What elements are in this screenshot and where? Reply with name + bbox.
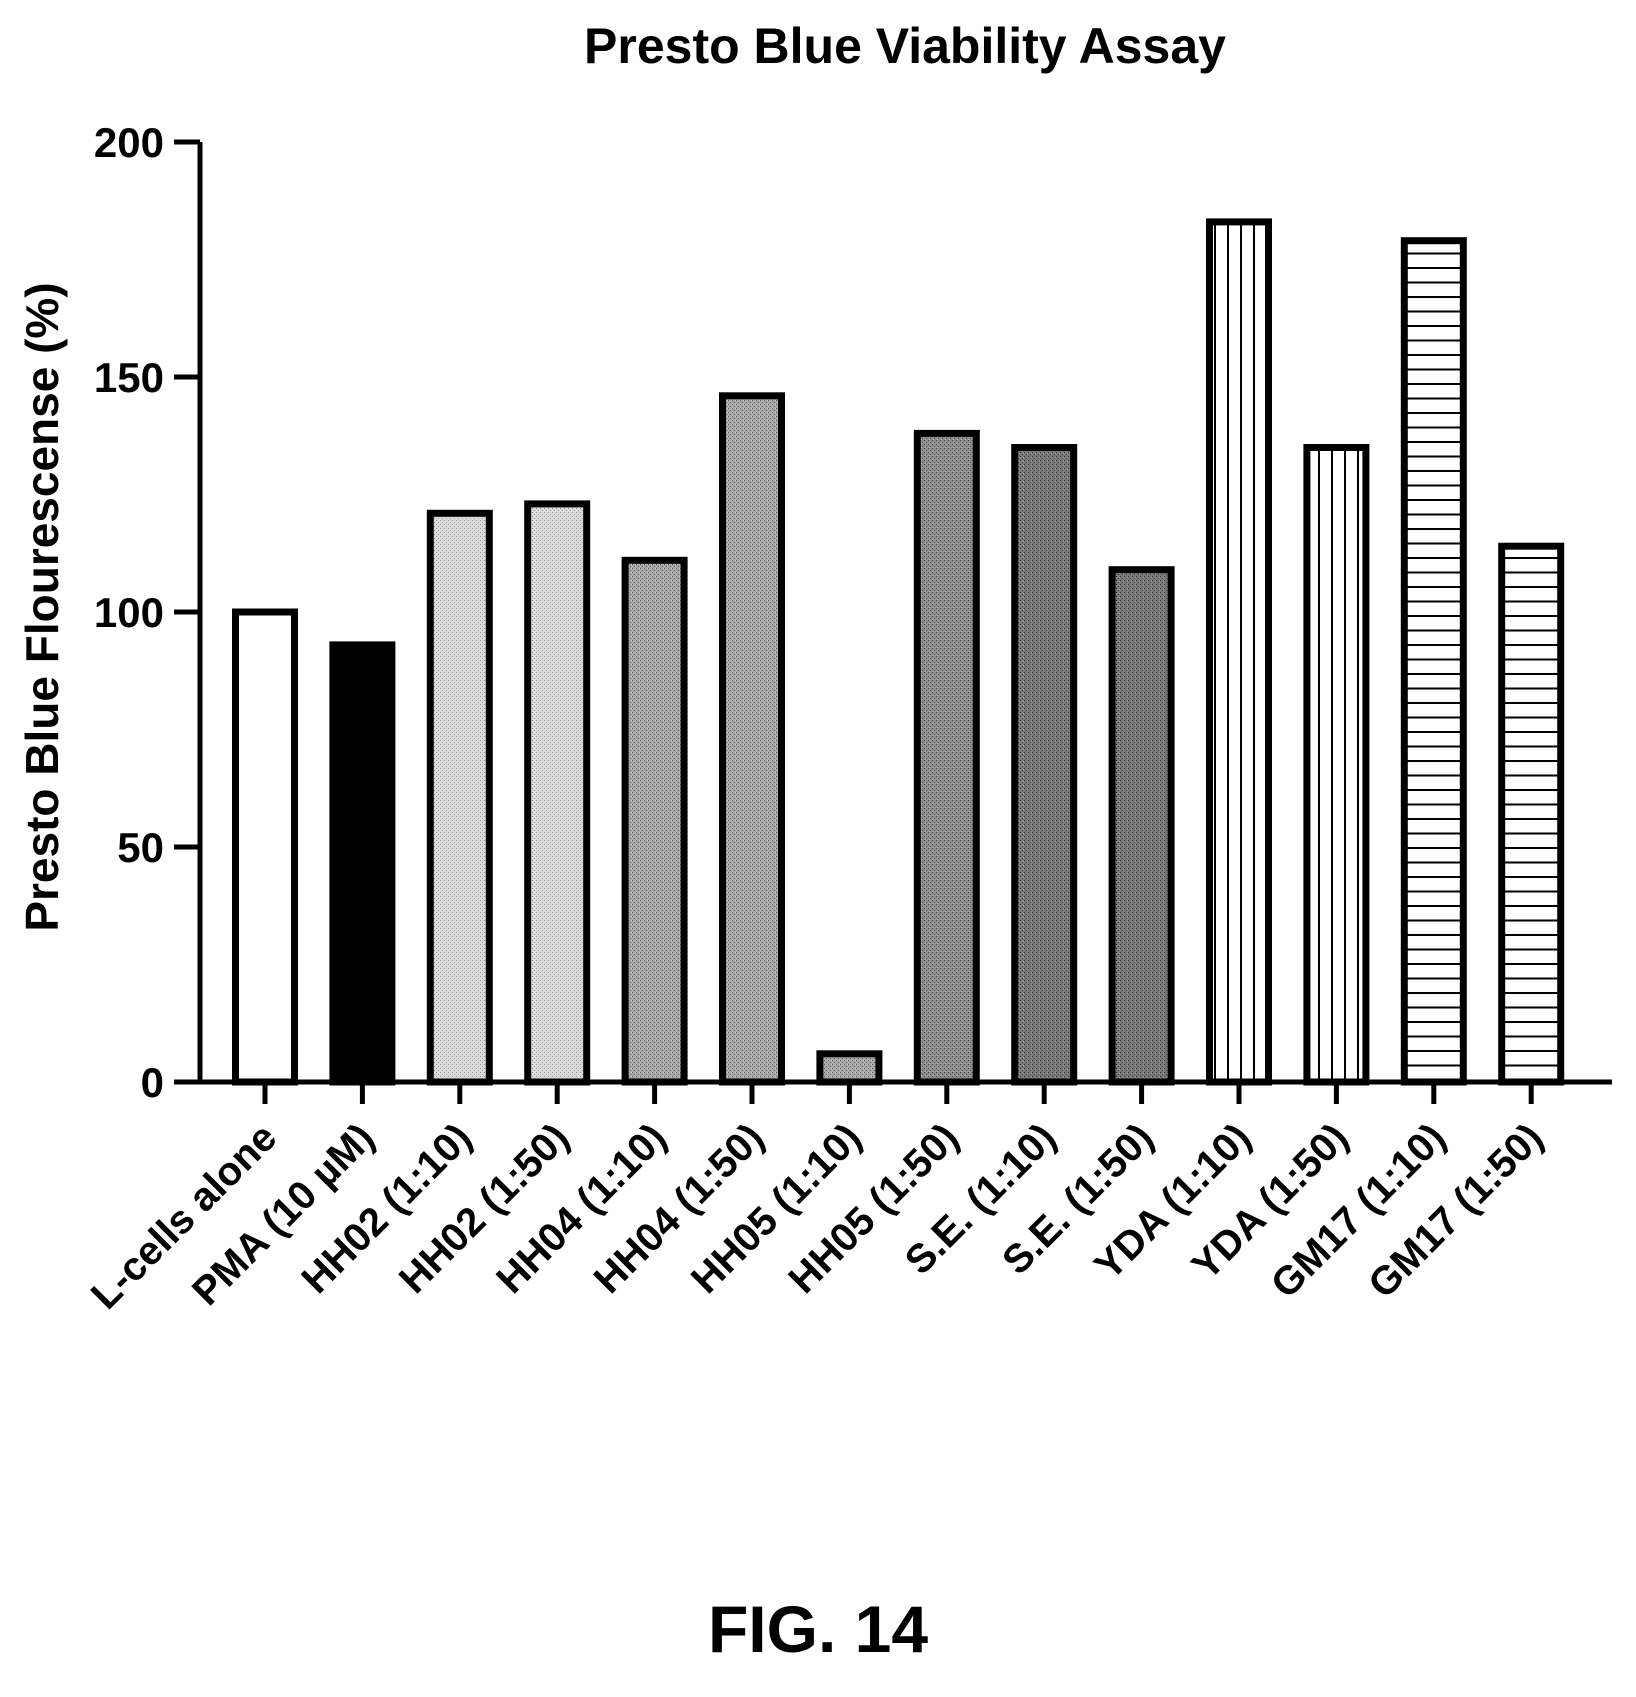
bars-group: [232, 218, 1565, 1086]
bar: [1498, 542, 1565, 1086]
y-tick-label: 200: [94, 119, 164, 166]
bar: [913, 429, 980, 1086]
y-tick-label: 100: [94, 589, 164, 636]
y-axis-label: Presto Blue Flourescense (%): [16, 282, 68, 931]
y-tick-label: 50: [117, 824, 164, 871]
y-tick-label: 150: [94, 354, 164, 401]
bar: [1011, 444, 1078, 1086]
bar: [524, 500, 591, 1086]
chart-title: Presto Blue Viability Assay: [584, 18, 1226, 74]
bar: [1206, 218, 1272, 1086]
y-tick-label: 0: [141, 1059, 164, 1106]
y-axis: 0 50 100 150 200: [94, 119, 203, 1106]
bar: [1303, 444, 1370, 1086]
bar: [816, 1050, 883, 1086]
bar: [426, 509, 493, 1086]
figure-label: FIG. 14: [708, 1592, 928, 1666]
bar: [1108, 566, 1175, 1086]
bar: [232, 608, 298, 1086]
bar: [719, 392, 785, 1086]
bar: [1400, 237, 1467, 1086]
bar: [621, 556, 688, 1086]
bar: [329, 641, 396, 1086]
